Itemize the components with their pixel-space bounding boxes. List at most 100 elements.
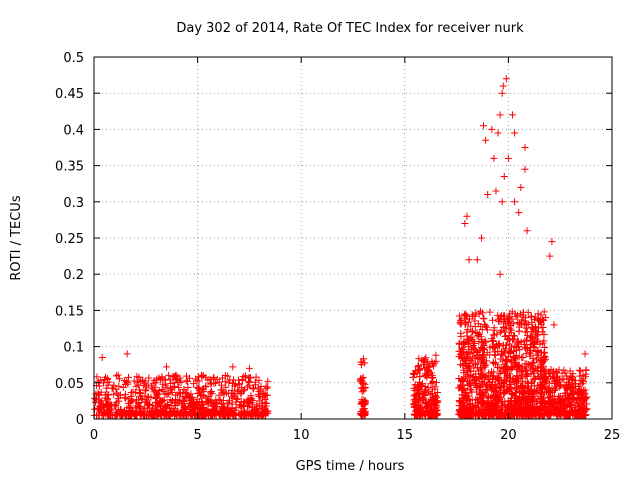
data-point — [103, 376, 111, 384]
data-point — [495, 317, 503, 325]
data-point — [485, 393, 493, 401]
data-point — [459, 354, 467, 362]
data-point — [121, 394, 129, 402]
data-point — [552, 367, 560, 375]
data-point — [511, 355, 519, 363]
data-point — [484, 386, 492, 394]
data-point — [166, 375, 174, 383]
data-point — [470, 364, 478, 372]
data-point — [98, 353, 106, 361]
data-point — [207, 379, 215, 387]
data-point — [575, 366, 583, 374]
data-point — [538, 390, 546, 398]
data-point — [360, 400, 368, 408]
data-point — [554, 407, 562, 415]
x-tick-label: 10 — [293, 428, 310, 443]
data-point — [497, 382, 505, 390]
data-point — [502, 341, 510, 349]
data-point — [141, 404, 149, 412]
data-point — [525, 411, 533, 419]
data-point — [235, 387, 243, 395]
data-point — [507, 396, 515, 404]
data-point — [171, 383, 179, 391]
data-point — [180, 397, 188, 405]
data-point — [468, 410, 476, 418]
data-point — [487, 372, 495, 380]
data-point — [577, 376, 585, 384]
data-point — [489, 331, 497, 339]
data-point — [476, 323, 484, 331]
data-point — [252, 406, 260, 414]
data-point — [432, 410, 440, 418]
data-point — [489, 342, 497, 350]
data-point — [110, 390, 118, 398]
data-point — [207, 380, 215, 388]
data-point — [501, 376, 509, 384]
data-point — [522, 406, 530, 414]
data-point — [237, 398, 245, 406]
data-point — [497, 327, 505, 335]
data-point — [529, 342, 537, 350]
data-point — [245, 381, 253, 389]
data-point — [505, 335, 513, 343]
data-point — [571, 382, 579, 390]
data-point — [411, 411, 419, 419]
data-point — [482, 322, 490, 330]
data-point — [556, 398, 564, 406]
data-point — [486, 405, 494, 413]
data-point — [424, 387, 432, 395]
data-point — [189, 397, 197, 405]
data-point — [260, 390, 268, 398]
data-point — [539, 394, 547, 402]
data-point — [193, 395, 201, 403]
data-point — [563, 383, 571, 391]
data-point — [514, 339, 522, 347]
data-point — [506, 340, 514, 348]
data-point — [529, 407, 537, 415]
data-point — [114, 371, 122, 379]
data-point — [183, 372, 191, 380]
data-point — [422, 363, 430, 371]
data-point — [492, 387, 500, 395]
data-point — [189, 399, 197, 407]
data-point — [239, 376, 247, 384]
data-point — [136, 392, 144, 400]
data-point — [544, 408, 552, 416]
data-point — [501, 345, 509, 353]
data-point — [480, 398, 488, 406]
data-point — [431, 385, 439, 393]
data-point — [183, 394, 191, 402]
data-point — [475, 373, 483, 381]
data-point — [513, 386, 521, 394]
data-point — [506, 398, 514, 406]
data-point — [202, 373, 210, 381]
data-point — [540, 371, 548, 379]
data-point — [457, 411, 465, 419]
data-point — [576, 399, 584, 407]
data-point — [554, 378, 562, 386]
data-point — [504, 314, 512, 322]
data-point — [357, 378, 365, 386]
data-point — [565, 399, 573, 407]
data-point — [136, 402, 144, 410]
data-point — [519, 389, 527, 397]
data-point — [457, 320, 465, 328]
data-point — [526, 398, 534, 406]
data-point — [124, 380, 132, 388]
data-point — [414, 363, 422, 371]
data-point — [226, 376, 234, 384]
data-point — [232, 404, 240, 412]
data-point — [509, 111, 517, 119]
data-point — [540, 331, 548, 339]
data-point — [457, 375, 465, 383]
data-point — [215, 396, 223, 404]
data-point — [488, 410, 496, 418]
data-point — [457, 361, 465, 369]
data-point — [548, 238, 556, 246]
data-point — [244, 383, 252, 391]
data-point — [511, 310, 519, 318]
data-point — [546, 386, 554, 394]
data-point — [515, 209, 523, 217]
data-point — [476, 394, 484, 402]
data-point — [581, 395, 589, 403]
